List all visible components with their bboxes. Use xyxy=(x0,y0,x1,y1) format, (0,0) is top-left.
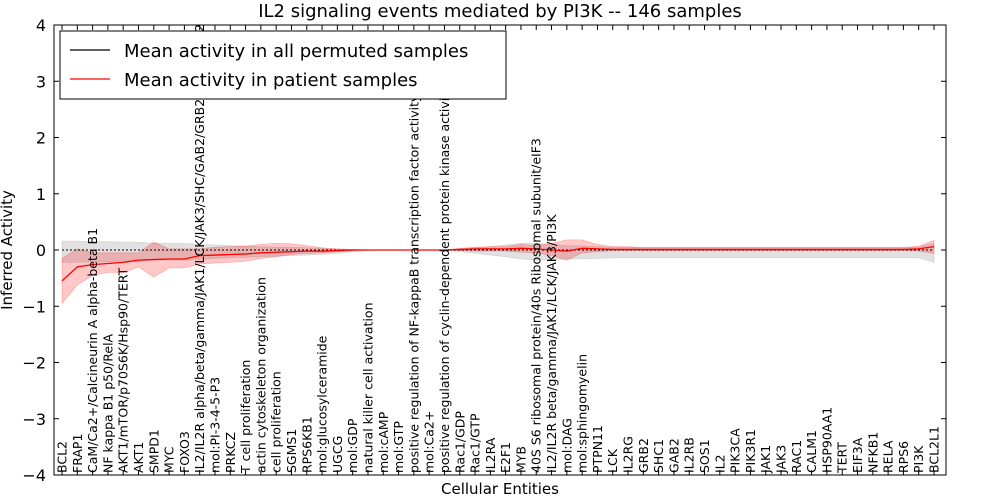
plot-frame xyxy=(53,24,947,476)
series-line-patient xyxy=(61,245,935,282)
x-tick-label: RPS6KB1 xyxy=(299,416,314,473)
x-tick-label: CaM/Ca2+/Calcineurin A alpha-beta B1 xyxy=(85,228,100,473)
x-tick-label: PIK3R1 xyxy=(743,429,758,473)
x-tick-label: BCL2L1 xyxy=(927,426,942,473)
x-tick-label: GRB2 xyxy=(636,438,651,473)
x-tick-label: BCL2 xyxy=(55,441,70,473)
y-tick-label: 4 xyxy=(36,16,46,35)
x-tick-label: FRAP1 xyxy=(70,434,85,473)
y-tick-label: −2 xyxy=(22,354,46,373)
x-tick-label: TERT xyxy=(835,442,850,474)
x-tick-label: AKT1 xyxy=(131,442,146,473)
x-tick-label: mol:Ca2+ xyxy=(422,411,437,473)
y-tick-label: 1 xyxy=(36,185,46,204)
chart-title: IL2 signaling events mediated by PI3K --… xyxy=(258,1,742,22)
y-tick-label: 0 xyxy=(36,241,46,260)
x-tick-label: EIF3A xyxy=(850,437,865,473)
x-tick-label: SMPD1 xyxy=(146,429,161,473)
x-tick-label: mol:cAMP xyxy=(376,411,391,473)
x-tick-label: T cell proliferation xyxy=(238,360,253,474)
y-tick-label: −1 xyxy=(22,297,46,316)
x-tick-label: CALM1 xyxy=(804,430,819,473)
x-tick-label: IL2RG xyxy=(621,436,636,473)
x-tick-label: mol:GTP xyxy=(391,421,406,473)
x-tick-label: RELA xyxy=(881,440,896,473)
x-tick-label: 40S S6 ribosomal protein/40s Ribosomal s… xyxy=(529,138,544,473)
y-tick-labels: 4 3 2 1 0 −1 −2 −3 −4 xyxy=(22,16,946,485)
x-tick-label: JAK3 xyxy=(774,445,789,474)
x-tick-label: positive regulation of cyclin-dependent … xyxy=(437,85,452,473)
x-tick-label: SHC1 xyxy=(651,439,666,473)
x-tick-label: E2F1 xyxy=(498,442,513,473)
x-tick-label: LCK xyxy=(605,448,620,473)
y-tick-label: −4 xyxy=(22,466,46,485)
x-tick-label: mol:glucosylceramide xyxy=(315,335,330,473)
x-tick-label: mol:GDP xyxy=(345,418,360,473)
x-tick-label: JAK1 xyxy=(758,445,773,474)
legend-box xyxy=(59,30,507,100)
x-tick-label: SOS1 xyxy=(697,439,712,473)
x-tick-label: Rac1/GTP xyxy=(468,413,483,473)
y-tick-label: 3 xyxy=(36,72,46,91)
x-tick-label: mol:sphingomyelin xyxy=(575,354,590,473)
y-tick-label: −3 xyxy=(22,410,46,429)
x-tick-label: NFKB1 xyxy=(865,432,880,473)
series-lines xyxy=(61,245,935,282)
x-tick-label: SGMS1 xyxy=(284,429,299,473)
y-tick-label: 2 xyxy=(36,129,46,148)
legend-label-patient: Mean activity in patient samples xyxy=(124,70,418,91)
x-tick-label: HSP90AA1 xyxy=(819,407,834,473)
x-tick-label: GAB2 xyxy=(666,438,681,473)
x-tick-label: mol:PI-3-4-5-P3 xyxy=(207,377,222,473)
x-tick-label: FOXO3 xyxy=(177,431,192,473)
x-tick-label: IL2/IL2R alpha/beta/gamma/JAK1/LCK/JAK3/… xyxy=(192,24,207,473)
legend-label-permuted: Mean activity in all permuted samples xyxy=(124,41,468,62)
x-tick-label: mol:DAG xyxy=(559,418,574,473)
x-tick-label: MYC xyxy=(162,446,177,473)
legend: Mean activity in all permuted samples Me… xyxy=(59,30,507,100)
x-tick-label: MYB xyxy=(513,446,528,473)
x-tick-label: IL2RA xyxy=(483,437,498,473)
x-tick-label: RAC1 xyxy=(789,440,804,473)
x-tick-label: PIK3CA xyxy=(728,428,743,473)
x-tick-label: RPS6 xyxy=(896,441,911,473)
x-tick-label: cell proliferation xyxy=(269,371,284,473)
x-tick-label: UGCG xyxy=(330,436,345,473)
x-tick-label: PRKCZ xyxy=(223,432,238,473)
x-tick-labels: BCL2 FRAP1 CaM/Ca2+/Calcineurin A alpha-be… xyxy=(55,24,942,475)
x-tick-label: natural killer cell activation xyxy=(360,302,375,473)
x-tick-label: AKT1/mTOR/p70S6K/Hsp90/TERT xyxy=(116,267,131,473)
x-tick-label: Rac1/GDP xyxy=(452,411,467,473)
x-tick-label: IL2 xyxy=(712,454,727,473)
x-tick-label: IL2/IL2R beta/gamma/JAK1/LCK/JAK3/PI3K xyxy=(544,214,559,473)
x-tick-label: NF kappa B1 p50/RelA xyxy=(100,333,115,473)
y-axis-label: Inferred Activity xyxy=(0,190,16,310)
x-tick-label: actin cytoskeleton organization xyxy=(253,277,268,473)
x-tick-label: PI3K xyxy=(911,445,926,473)
x-axis-label: Cellular Entities xyxy=(441,480,559,498)
x-tick-label: PTPN11 xyxy=(590,425,605,473)
x-tick-label: positive regulation of NF-kappaB transcr… xyxy=(406,94,421,473)
x-tick-label: IL2RB xyxy=(682,437,697,473)
